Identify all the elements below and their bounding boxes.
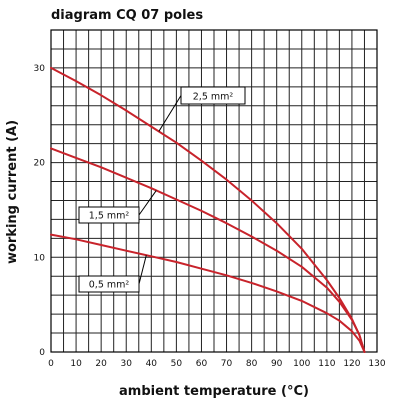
chart-title: diagram CQ 07 poles [51, 8, 203, 23]
series-line-0 [50, 66, 366, 353]
x-tick-label: 20 [95, 359, 107, 369]
x-tick-label: 80 [246, 359, 258, 369]
x-tick-label: 60 [196, 359, 208, 369]
series-label-box-0 [180, 86, 246, 105]
x-tick-label: 70 [221, 359, 233, 369]
series-label-box-1 [78, 206, 140, 224]
series-line-1 [50, 147, 366, 353]
x-tick-label: 120 [343, 359, 360, 369]
x-tick-label: 110 [318, 359, 335, 369]
series-label-1: 1,5 mm² [89, 211, 130, 222]
x-tick-label: 100 [293, 359, 310, 369]
x-tick-label: 40 [146, 359, 158, 369]
x-tick-label: 0 [48, 359, 54, 369]
series-labels: 2,5 mm² 1,5 mm² 0,5 mm² [78, 86, 246, 293]
x-axis-label: ambient temperature (°C) [119, 384, 309, 399]
x-tick-label: 30 [121, 359, 133, 369]
series-label-box-2 [78, 275, 140, 293]
plot-frame [50, 29, 378, 353]
series-label-leader-2 [138, 255, 147, 285]
series-line-2 [50, 233, 366, 353]
series-label-0: 2,5 mm² [193, 92, 234, 103]
x-tick-label: 130 [368, 359, 385, 369]
y-tick-label: 30 [34, 64, 46, 74]
y-tick-label: 10 [34, 253, 46, 263]
series-label-2: 0,5 mm² [89, 280, 130, 291]
axes: 0 10 20 30 40 50 60 70 80 90 100 110 120 130 0 10 20 30 [34, 29, 386, 369]
x-tick-label: 10 [70, 359, 82, 369]
y-tick-label: 0 [39, 348, 45, 358]
x-tick-label: 50 [171, 359, 183, 369]
series-label-leader-1 [138, 190, 157, 216]
x-tick-label: 90 [271, 359, 283, 369]
y-axis-label: working current (A) [5, 120, 20, 264]
series-label-leader-0 [158, 95, 182, 132]
series [50, 66, 366, 353]
grid [50, 29, 378, 353]
y-tick-label: 20 [34, 159, 46, 169]
